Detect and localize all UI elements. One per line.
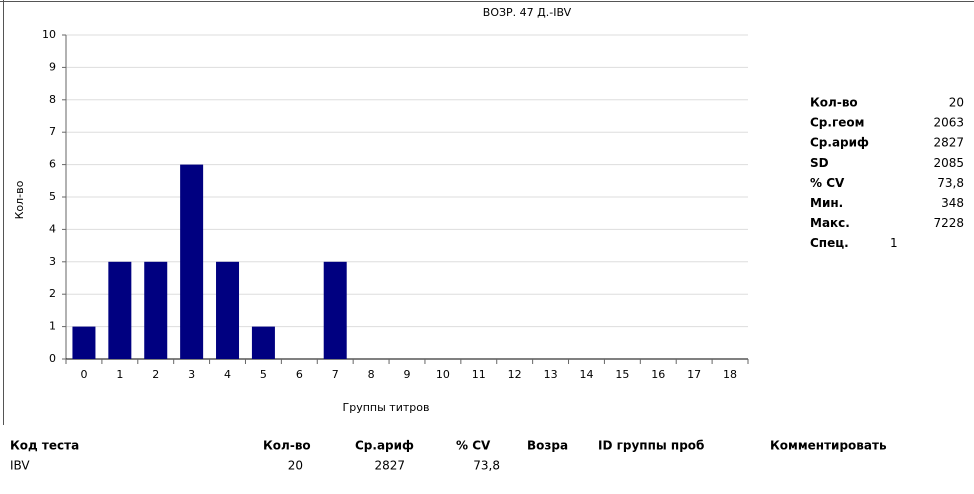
y-tick-label: 5 [49, 190, 56, 203]
x-tick-label: 8 [368, 368, 375, 381]
table-header: % CV [456, 439, 491, 453]
x-tick-label: 1 [116, 368, 123, 381]
stat-label: SD [810, 156, 829, 170]
table-header: Возра [527, 439, 568, 453]
x-tick-label: 18 [723, 368, 737, 381]
y-tick-label: 3 [49, 255, 56, 268]
x-tick-label: 0 [80, 368, 87, 381]
table-cell: 20 [288, 459, 303, 473]
y-tick-label: 4 [49, 222, 56, 235]
x-tick-label: 6 [296, 368, 303, 381]
y-tick-label: 8 [49, 93, 56, 106]
table-cell: 2827 [374, 459, 405, 473]
table-header: Кол-во [263, 439, 311, 453]
y-tick-label: 1 [49, 320, 56, 333]
x-tick-label: 7 [332, 368, 339, 381]
x-tick-label: 11 [472, 368, 486, 381]
x-tick-label: 14 [579, 368, 593, 381]
x-tick-label: 16 [651, 368, 665, 381]
x-tick-label: 13 [544, 368, 558, 381]
stat-value: 7228 [933, 216, 964, 230]
stat-value: 20 [949, 96, 964, 110]
stat-label: % CV [810, 176, 845, 190]
stat-label: Ср.геом [810, 116, 864, 130]
bar [180, 164, 204, 359]
y-tick-label: 9 [49, 60, 56, 73]
table-header: ID группы проб [598, 439, 704, 453]
bar [72, 326, 96, 359]
table-header: Комментировать [770, 439, 887, 453]
stat-value: 1 [890, 236, 898, 250]
y-tick-label: 7 [49, 125, 56, 138]
x-tick-label: 4 [224, 368, 231, 381]
bar [108, 261, 132, 359]
stat-label: Мин. [810, 196, 843, 210]
table-header: Ср.ариф [355, 439, 414, 453]
stat-value: 348 [941, 196, 964, 210]
y-tick-label: 0 [49, 352, 56, 365]
table-cell: IBV [10, 459, 30, 473]
stat-value: 73,8 [937, 176, 964, 190]
bar [251, 326, 275, 359]
chart-title: ВОЗР. 47 Д.-IBV [483, 6, 572, 19]
bar [323, 261, 347, 359]
stat-label: Кол-во [810, 96, 858, 110]
stat-label: Ср.ариф [810, 136, 869, 150]
x-tick-label: 12 [508, 368, 522, 381]
stat-label: Спец. [810, 236, 849, 250]
x-tick-label: 5 [260, 368, 267, 381]
bar [144, 261, 168, 359]
y-tick-label: 2 [49, 287, 56, 300]
x-tick-label: 2 [152, 368, 159, 381]
x-tick-label: 10 [436, 368, 450, 381]
stat-value: 2063 [933, 116, 964, 130]
x-tick-label: 17 [687, 368, 701, 381]
x-tick-label: 9 [404, 368, 411, 381]
y-tick-label: 10 [42, 28, 56, 41]
stat-label: Макс. [810, 216, 850, 230]
y-tick-label: 6 [49, 158, 56, 171]
stat-value: 2827 [933, 136, 964, 150]
table-header: Код теста [10, 439, 79, 453]
bar [216, 261, 240, 359]
x-axis-label: Группы титров [343, 401, 430, 414]
x-tick-label: 15 [615, 368, 629, 381]
y-axis-label: Кол-во [13, 180, 26, 219]
table-cell: 73,8 [473, 459, 500, 473]
stat-value: 2085 [933, 156, 964, 170]
x-tick-label: 3 [188, 368, 195, 381]
